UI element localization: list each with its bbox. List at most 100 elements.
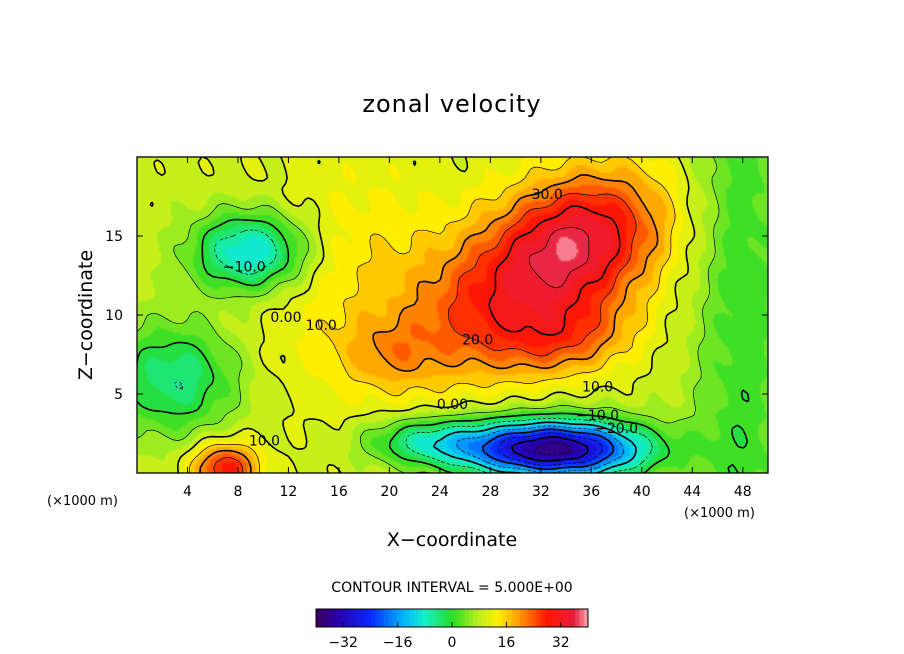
- colorbar-tick-label: 0: [448, 635, 457, 651]
- x-tick-label: 28: [481, 484, 499, 500]
- colorbar-cell: [545, 609, 551, 627]
- colorbar-cell: [435, 609, 440, 627]
- contour-label: 10.0: [249, 433, 280, 449]
- colorbar-cell: [345, 609, 351, 627]
- contour-label: 0.00: [270, 310, 301, 326]
- colorbar-cell: [341, 609, 347, 627]
- colorbar-cell: [439, 609, 444, 627]
- colorbar-cell: [494, 609, 500, 627]
- contour-label: −20.0: [595, 421, 638, 437]
- contour-line-level-35: [528, 227, 590, 289]
- colorbar-cell: [443, 609, 449, 627]
- colorbar: −32 −16 0 16 32: [315, 608, 589, 651]
- colorbar-tick-label: −32: [328, 635, 358, 651]
- contour-line-level-neg35: [535, 441, 571, 456]
- colorbar-cell: [379, 609, 385, 627]
- contour-interval-text: CONTOUR INTERVAL = 5.000E+00: [331, 580, 572, 596]
- colorbar-cell: [571, 609, 576, 627]
- x-tick-label: 32: [532, 484, 550, 500]
- colorbar-cell: [515, 609, 521, 627]
- y-axis-label: Z−coordinate: [75, 250, 97, 380]
- x-tick-label: 24: [431, 484, 449, 500]
- colorbar-cell: [562, 609, 568, 627]
- velocity-field-shading: [137, 157, 768, 473]
- colorbar-cell: [320, 609, 325, 627]
- contour-label: −10.0: [223, 260, 266, 276]
- contour-line-level-30: [488, 205, 621, 336]
- colorbar-cell: [558, 609, 563, 627]
- x-tick-label: 20: [380, 484, 398, 500]
- contour-line-level-neg30: [510, 436, 589, 462]
- colorbar-cell: [460, 609, 466, 627]
- x-tick-label: 4: [183, 484, 192, 500]
- contour-label: 0.00: [437, 397, 468, 413]
- contour-line-level-neg10: [432, 421, 637, 473]
- contour-label: 10.0: [306, 318, 337, 334]
- contour-line-level-neg20: [481, 428, 615, 471]
- contour-line-level-10: [149, 157, 696, 473]
- contour-label: 30.0: [532, 187, 563, 203]
- x-tick-label: 40: [633, 484, 651, 500]
- colorbar-cell: [477, 609, 483, 627]
- y-tick-label: 10: [105, 308, 123, 324]
- plot-area: 30.020.010.00.00−10.0−20.0−10.00.00 10.01…: [136, 156, 769, 474]
- colorbar-cell: [430, 609, 436, 627]
- x-unit-right: (×1000 m): [684, 506, 755, 521]
- colorbar-cell: [452, 609, 457, 627]
- colorbar-cell: [503, 609, 508, 627]
- colorbar-cell: [392, 609, 398, 627]
- colorbar-cell: [579, 609, 585, 627]
- colorbar-cell: [554, 609, 559, 627]
- colorbar-cell: [464, 609, 470, 627]
- x-tick-label: 12: [280, 484, 298, 500]
- colorbar-cell: [337, 609, 342, 627]
- colorbar-cell: [566, 609, 572, 627]
- colorbar-cell: [507, 609, 512, 627]
- y-tick-label: 5: [114, 387, 123, 403]
- colorbar-cell: [469, 609, 474, 627]
- colorbar-tick-label: 16: [497, 635, 515, 651]
- contour-label: −10.0: [576, 408, 619, 424]
- colorbar-cell: [350, 609, 355, 627]
- contour-lines: [137, 157, 750, 473]
- colorbar-cell: [537, 609, 542, 627]
- colorbar-cell: [375, 609, 381, 627]
- colorbar-cell: [396, 609, 402, 627]
- colorbar-cell: [358, 609, 364, 627]
- colorbar-cell: [520, 609, 525, 627]
- contour-line-level-25: [213, 193, 637, 473]
- colorbar-cell: [333, 609, 338, 627]
- colorbar-cell: [473, 609, 478, 627]
- contour-line-level-0: [137, 218, 750, 473]
- colorbar-cell: [316, 609, 321, 627]
- x-tick-label: 44: [683, 484, 701, 500]
- contour-line-level-neg5: [174, 229, 653, 473]
- colorbar-tick-label: −16: [383, 635, 413, 651]
- contour-label: 20.0: [462, 332, 493, 348]
- colorbar-cell: [405, 609, 410, 627]
- x-axis-ticks: 4 8 12 16 20 24 28 32 36 40 44 48: [183, 157, 752, 500]
- colorbar-cell: [418, 609, 423, 627]
- colorbar-cells: [316, 609, 589, 627]
- contour-label: 10.0: [582, 380, 613, 396]
- contour-labels: 30.020.010.00.00−10.0−20.0−10.00.00 10.01…: [223, 187, 638, 449]
- colorbar-cell: [456, 609, 461, 627]
- colorbar-cell: [549, 609, 555, 627]
- colorbar-cell: [490, 609, 495, 627]
- colorbar-cell: [371, 609, 376, 627]
- colorbar-cell: [532, 609, 538, 627]
- x-axis-label: X−coordinate: [387, 529, 517, 551]
- y-axis-ticks: 5 10 15: [105, 229, 768, 403]
- colorbar-cell: [575, 609, 580, 627]
- contour-line-level-5: [137, 157, 720, 473]
- colorbar-cell: [413, 609, 419, 627]
- colorbar-cell: [524, 609, 529, 627]
- contour-line-level-20: [199, 174, 659, 473]
- colorbar-cell: [328, 609, 334, 627]
- y-tick-label: 15: [105, 229, 123, 245]
- colorbar-cell: [447, 609, 453, 627]
- colorbar-cell: [409, 609, 415, 627]
- colorbar-cell: [511, 609, 517, 627]
- colorbar-cell: [354, 609, 359, 627]
